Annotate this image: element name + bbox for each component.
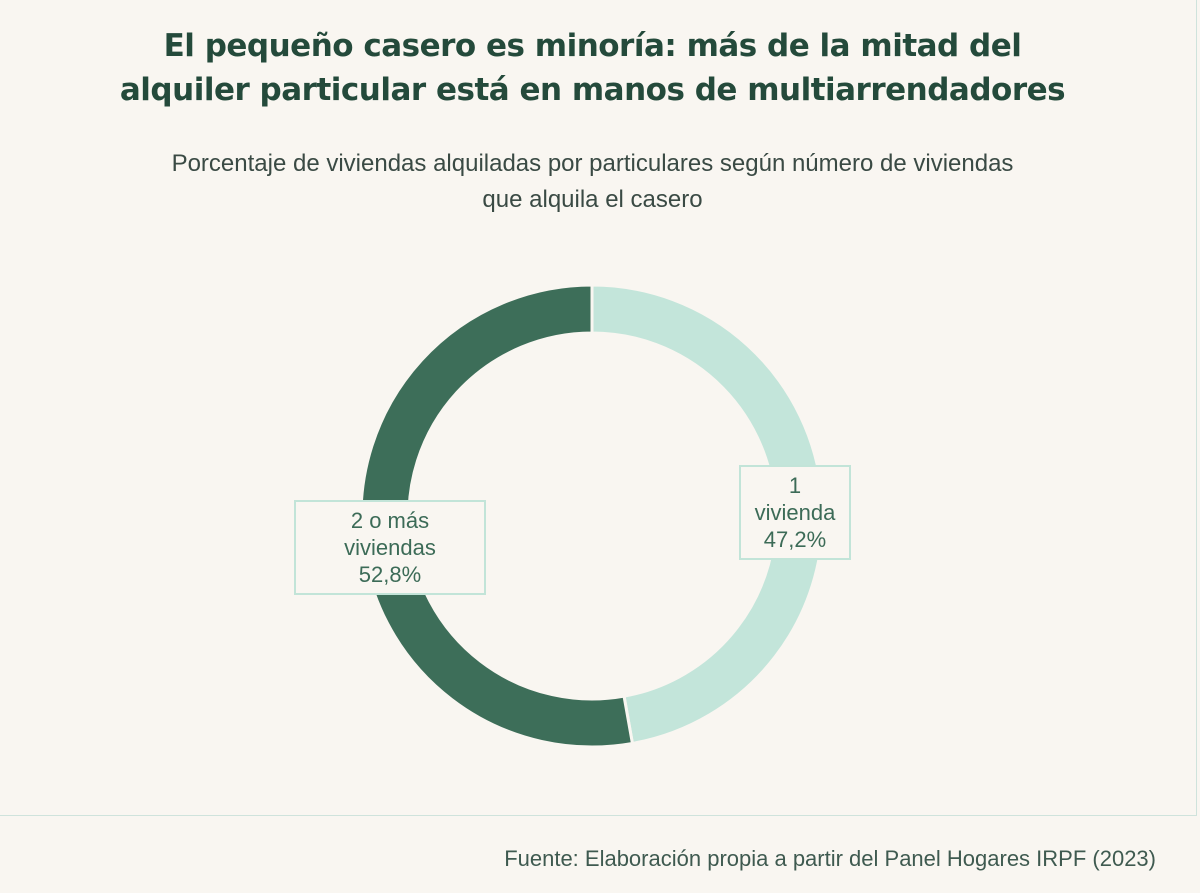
slice-label-2-o-mas-viviendas: 2 o más viviendas 52,8% <box>294 500 486 595</box>
chart-title-line-2: alquiler particular está en manos de mul… <box>119 72 1066 108</box>
slice-label-text: 2 o más viviendas <box>344 508 436 560</box>
source-note: Fuente: Elaboración propia a partir del … <box>504 846 1156 871</box>
slice-label-value: 47,2% <box>763 527 827 552</box>
slice-label-value: 52,8% <box>358 562 422 587</box>
chart-subtitle: Porcentaje de viviendas alquiladas por p… <box>0 146 1185 218</box>
chart-title: El pequeño casero es minoría: más de la … <box>0 24 1185 112</box>
chart-subtitle-line-1: Porcentaje de viviendas alquiladas por p… <box>171 150 1014 177</box>
chart-subtitle-line-2: que alquila el casero <box>482 186 703 213</box>
slice-label-1-vivienda: 1 vivienda 47,2% <box>739 465 851 560</box>
chart-frame <box>0 0 1197 816</box>
slice-label-text: 1 vivienda <box>754 473 836 525</box>
donut-slice-1-vivienda <box>590 283 825 746</box>
chart-title-line-1: El pequeño casero es minoría: más de la … <box>163 28 1022 64</box>
donut-slice-2-o-mas-viviendas <box>359 283 635 749</box>
